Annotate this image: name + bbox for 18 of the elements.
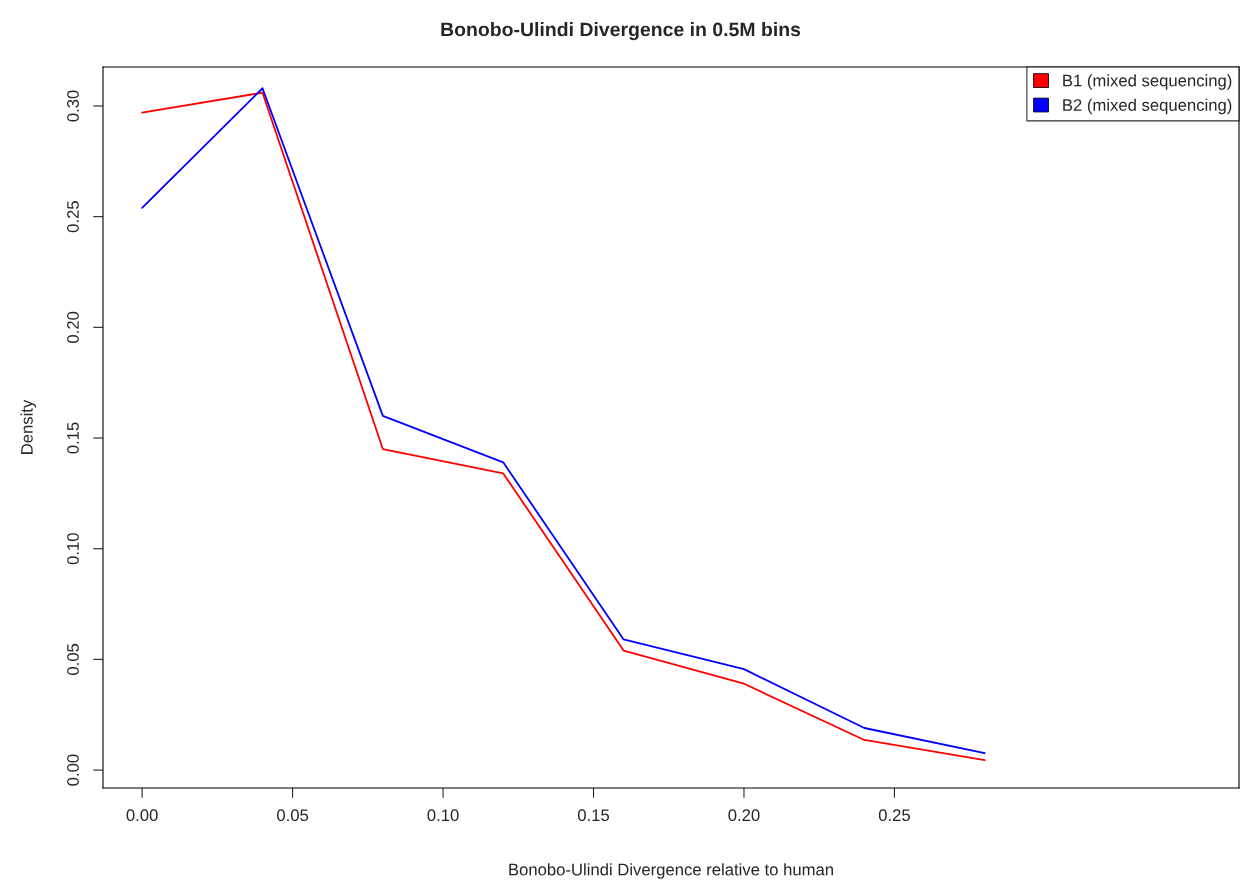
y-tick-label: 0.25 xyxy=(67,201,79,233)
x-tick-label: 0.25 xyxy=(878,809,910,822)
x-tick-label: 0.20 xyxy=(728,809,760,822)
x-axis-title: Bonobo-Ulindi Divergence relative to human xyxy=(509,863,833,879)
y-tick-label: 0.30 xyxy=(67,90,79,122)
y-tick-label: 0.00 xyxy=(67,754,79,786)
chart-title: Bonobo-Ulindi Divergence in 0.5M bins xyxy=(441,22,801,41)
legend-label: B2 (mixed sequencing) xyxy=(1063,98,1232,115)
x-tick-label: 0.00 xyxy=(126,809,158,822)
x-tick-label: 0.10 xyxy=(427,809,459,822)
x-tick-label: 0.15 xyxy=(577,809,610,822)
x-tick-label: 0.05 xyxy=(277,809,309,822)
y-tick-label: 0.05 xyxy=(67,643,79,675)
y-tick-label: 0.20 xyxy=(67,311,79,343)
legend-label: B1 (mixed sequencing) xyxy=(1063,74,1232,90)
y-tick-label: 0.10 xyxy=(67,533,79,565)
y-axis-title: Density xyxy=(20,399,37,454)
y-tick-label: 0.15 xyxy=(67,422,79,454)
